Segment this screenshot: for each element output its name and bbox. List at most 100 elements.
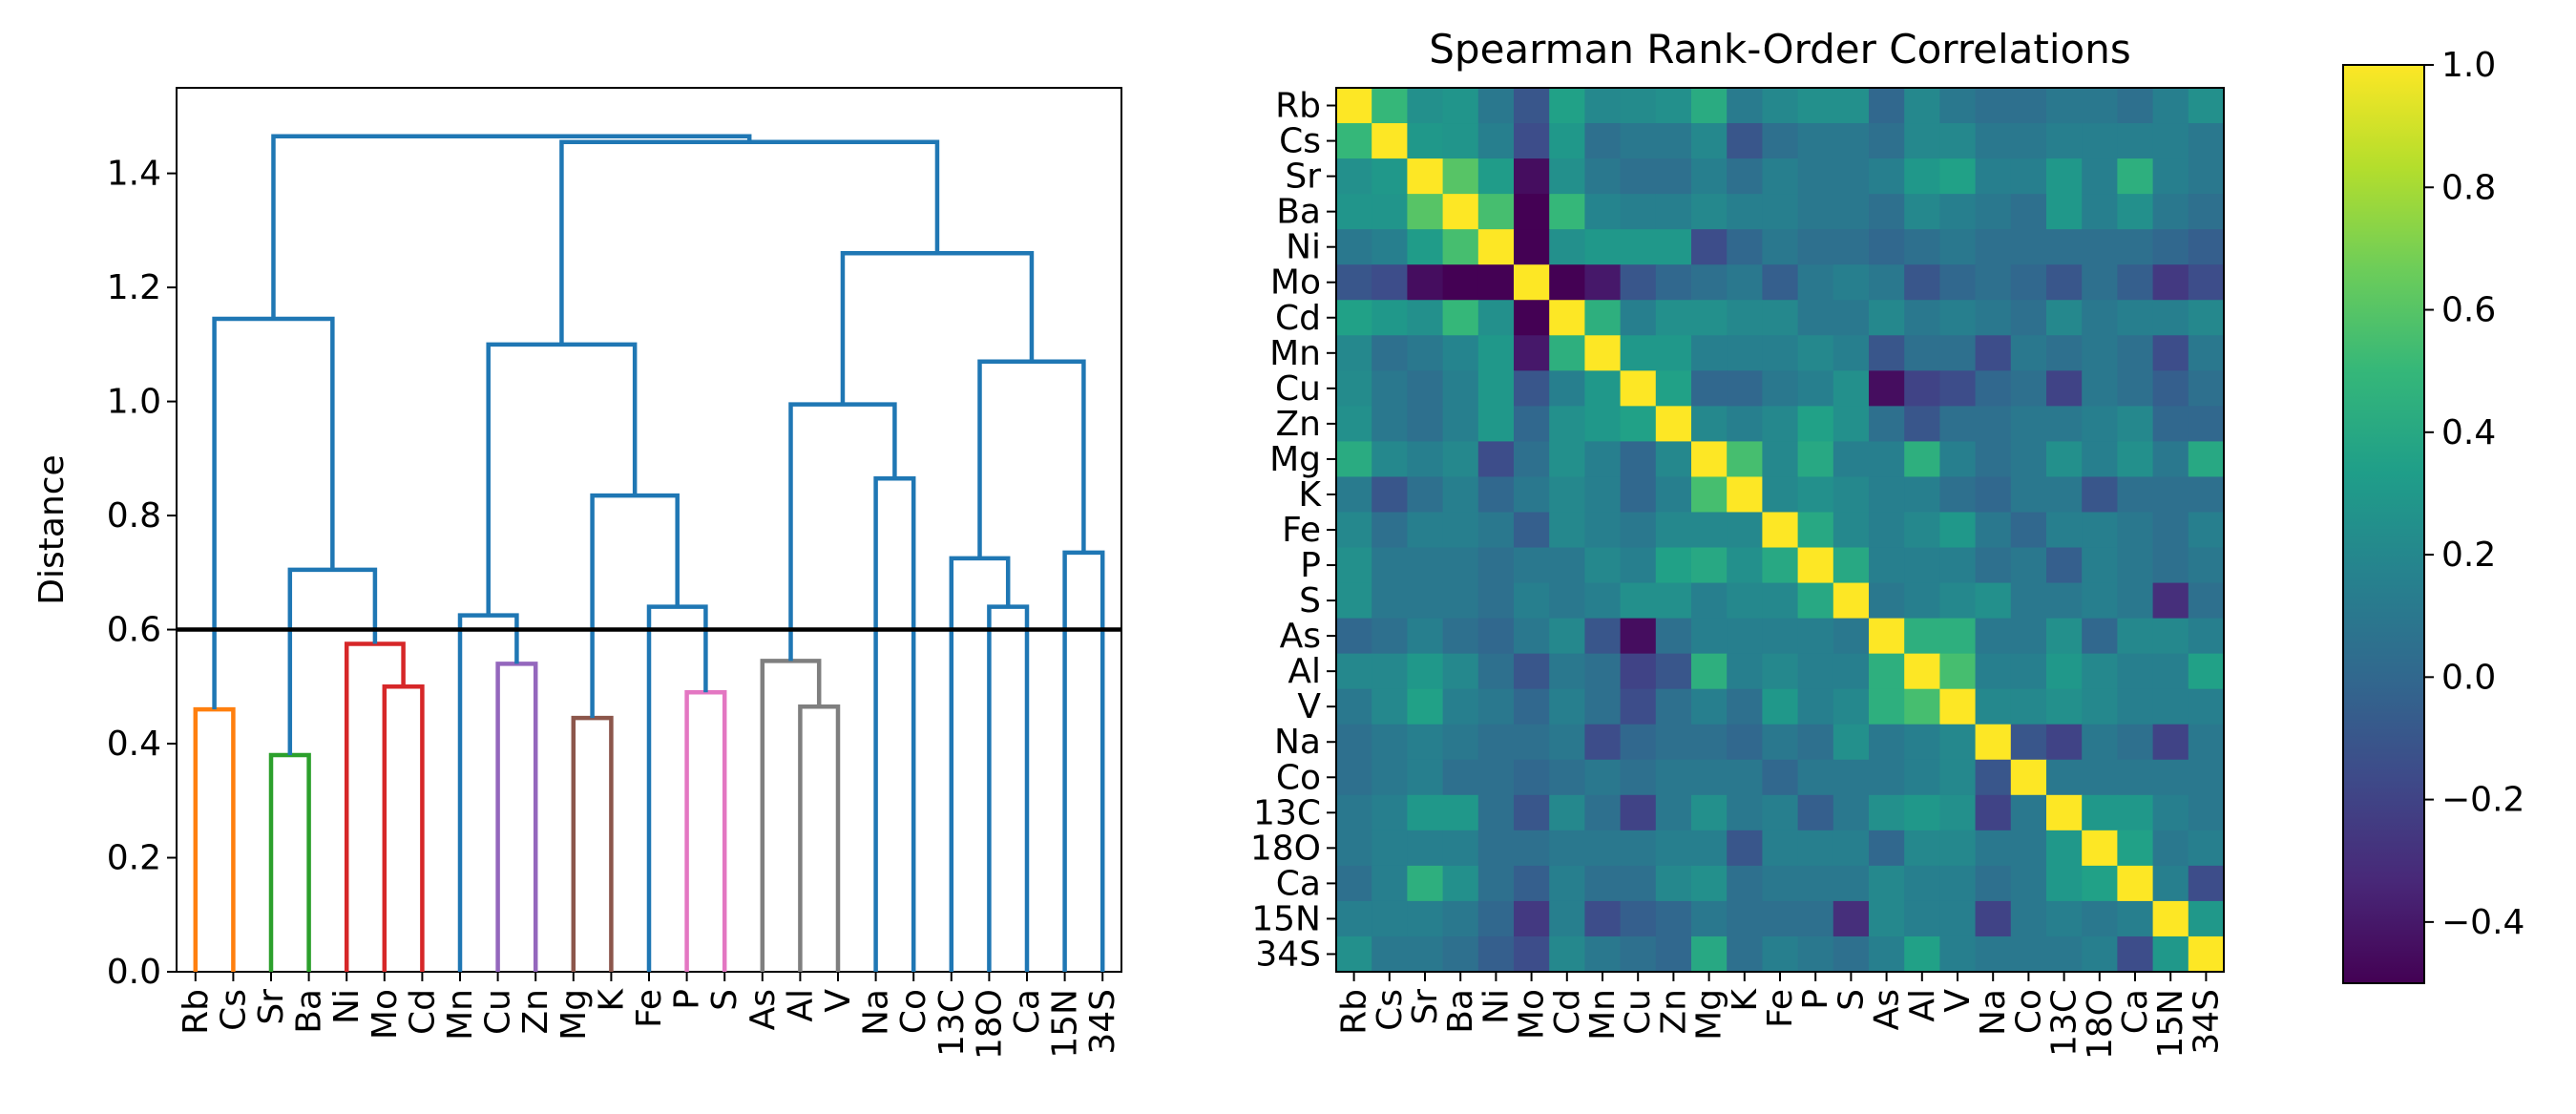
heatmap-cell: [1904, 158, 1940, 195]
heatmap-cell: [2117, 935, 2154, 973]
heatmap-cell: [1372, 335, 1408, 371]
heatmap-cell: [1372, 229, 1408, 265]
colorbar-tick-label: −0.4: [2441, 903, 2524, 942]
heatmap-cell: [1620, 900, 1657, 937]
heatmap-cell: [1477, 618, 1515, 655]
heatmap-cell: [1797, 724, 1834, 761]
colorbar-tick-label: −0.2: [2441, 781, 2524, 820]
heatmap-cell: [2152, 406, 2189, 442]
heatmap-cell: [1620, 759, 1657, 796]
heatmap-cell: [1975, 759, 2012, 796]
dendrogram-ytick-label: 0.6: [107, 611, 161, 650]
heatmap-cell: [2152, 300, 2189, 336]
heatmap-cell: [1372, 300, 1408, 336]
dendrogram-link: [840, 251, 1035, 405]
dendrogram-leaf-label: S: [705, 989, 744, 1011]
heatmap-row-label: Ca: [1276, 864, 1321, 903]
dendrogram-link: [457, 613, 519, 972]
heatmap-cell: [1477, 264, 1515, 301]
heatmap-cell: [1549, 830, 1585, 867]
heatmap-cell: [2152, 194, 2189, 230]
heatmap-cell: [1514, 759, 1550, 796]
heatmap-cell: [2152, 123, 2189, 159]
heatmap-cell: [2046, 830, 2083, 867]
heatmap-row-label: 18O: [1250, 829, 1321, 868]
heatmap-cell: [1372, 759, 1408, 796]
heatmap-cell: [1477, 794, 1515, 831]
heatmap-cell: [1904, 935, 1940, 973]
heatmap-cell: [1939, 618, 1977, 655]
heatmap-row-label: Cs: [1279, 122, 1321, 161]
dendrogram-link: [344, 641, 406, 972]
heatmap-cell: [1477, 582, 1515, 620]
heatmap-cell: [2082, 724, 2118, 761]
heatmap-cell: [1904, 264, 1940, 301]
heatmap-cell: [1372, 653, 1408, 690]
heatmap-col-label: 34S: [2187, 989, 2226, 1055]
heatmap-cell: [2188, 547, 2225, 584]
heatmap-cell: [1762, 582, 1799, 620]
heatmap-cell: [2010, 794, 2047, 831]
heatmap-cell: [1477, 900, 1515, 937]
heatmap-cell: [1833, 158, 1870, 195]
heatmap-cell: [2046, 618, 2083, 655]
heatmap-cell: [1442, 935, 1479, 973]
heatmap-cell: [1336, 229, 1372, 265]
heatmap-cell: [1655, 724, 1692, 761]
heatmap-cell: [1620, 512, 1657, 549]
colorbar-tick-label: 0.2: [2441, 536, 2496, 575]
dendrogram-link: [987, 604, 1030, 972]
heatmap-cell: [1975, 582, 2012, 620]
heatmap-cell: [2046, 759, 2083, 796]
heatmap-cell: [1336, 335, 1372, 371]
heatmap-cell: [1727, 229, 1763, 265]
heatmap-cell: [1549, 759, 1585, 796]
heatmap-cell: [1407, 300, 1444, 336]
heatmap-cell: [1691, 370, 1728, 407]
heatmap-cell: [1762, 547, 1799, 584]
heatmap-cell: [1549, 406, 1585, 442]
heatmap-cell: [2046, 158, 2083, 195]
heatmap-cell: [1833, 123, 1870, 159]
dendrogram-ytick-label: 1.2: [107, 268, 161, 307]
heatmap-cell: [1372, 441, 1408, 478]
heatmap-cell: [1477, 724, 1515, 761]
heatmap-cell: [1442, 88, 1479, 124]
heatmap-cell: [1869, 935, 1905, 973]
dendrogram-ytick-label: 1.0: [107, 383, 161, 422]
dendrogram-ytick-label: 0.2: [107, 839, 161, 878]
heatmap-cell: [2082, 794, 2118, 831]
heatmap-cell: [2082, 476, 2118, 514]
heatmap-cell: [1975, 441, 2012, 478]
heatmap-cell: [1762, 406, 1799, 442]
heatmap-cell: [1372, 900, 1408, 937]
heatmap-cell: [1869, 759, 1905, 796]
heatmap-cell: [1939, 900, 1977, 937]
heatmap-cell: [2082, 264, 2118, 301]
heatmap-cell: [1869, 653, 1905, 690]
heatmap-cell: [1869, 582, 1905, 620]
heatmap-cell: [2010, 547, 2047, 584]
dendrogram-link: [1062, 550, 1105, 972]
dendrogram-leaf-label: Ca: [1008, 989, 1047, 1034]
heatmap-cell: [1407, 441, 1444, 478]
heatmap-cell: [1442, 300, 1479, 336]
heatmap-cell: [1727, 194, 1763, 230]
heatmap-cell: [1975, 830, 2012, 867]
heatmap-cell: [1727, 335, 1763, 371]
heatmap-cell: [1584, 229, 1622, 265]
heatmap-cell: [2117, 724, 2154, 761]
heatmap-cell: [2082, 406, 2118, 442]
heatmap-cell: [1514, 123, 1550, 159]
heatmap-cell: [2188, 618, 2225, 655]
heatmap-cell: [1975, 264, 2012, 301]
heatmap-cell: [1442, 759, 1479, 796]
heatmap-cell: [2152, 370, 2189, 407]
heatmap-cell: [1336, 900, 1372, 937]
heatmap-cell: [1975, 406, 2012, 442]
heatmap-cell: [1336, 830, 1372, 867]
heatmap-cell: [1407, 865, 1444, 902]
heatmap-cell: [1833, 759, 1870, 796]
heatmap-cell: [1727, 688, 1763, 725]
heatmap-cell: [1797, 370, 1834, 407]
